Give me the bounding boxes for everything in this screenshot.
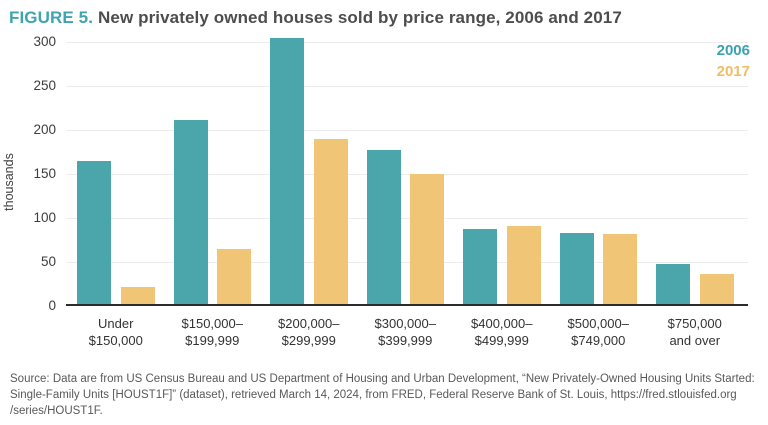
bar-2017-500000 <box>603 233 637 304</box>
bar-2017-200000 <box>313 139 348 304</box>
legend-entry-2006: 2006 <box>716 42 750 59</box>
gridline-250 <box>66 86 748 87</box>
chart-title: FIGURE 5. New privately owned houses sold… <box>9 8 622 28</box>
title-text: New privately owned houses sold by price… <box>98 8 622 27</box>
x-label-1: Under $150,000 <box>88 316 143 348</box>
chart-legend: 2006 2017 <box>717 40 750 82</box>
bar-2017-750000 <box>699 274 734 304</box>
bar-2006-500000 <box>559 232 594 304</box>
bar-2006-400000 <box>463 229 497 304</box>
y-tick-200: 200 <box>33 122 56 137</box>
y-tick-250: 250 <box>33 78 56 93</box>
bar-2017-under <box>120 287 155 304</box>
gridline-150 <box>66 174 748 175</box>
y-tick-0: 0 <box>48 298 56 313</box>
source-line-3: /series/HOUST1F. <box>10 405 103 417</box>
y-tick-150: 150 <box>33 166 56 181</box>
source-line-2: Single-Family Units [HOUST1F]” (dataset)… <box>10 389 737 401</box>
gridline-200 <box>66 130 748 131</box>
x-label-3: $200,000– $299,999 <box>278 316 340 348</box>
x-label-2: $150,000– $199,999 <box>181 316 243 348</box>
bar-2006-300000 <box>366 150 401 304</box>
source-note: Source: Data are from US Census Bureau a… <box>10 371 762 419</box>
plot-area <box>66 38 748 306</box>
bar-2017-300000 <box>410 173 444 304</box>
bar-2006-200000 <box>270 38 304 304</box>
source-line-1: Source: Data are from US Census Bureau a… <box>10 373 755 385</box>
y-tick-100: 100 <box>33 210 56 225</box>
x-label-6: $500,000– $749,000 <box>567 316 629 348</box>
y-tick-50: 50 <box>40 254 56 269</box>
x-label-7: $750,000 and over <box>667 316 722 348</box>
bar-2017-150000 <box>217 248 251 304</box>
bar-2006-150000 <box>173 120 208 304</box>
x-label-4: $300,000– $399,999 <box>374 316 436 348</box>
x-label-5: $400,000– $499,999 <box>471 316 533 348</box>
gridline-100 <box>66 218 748 219</box>
gridline-300 <box>66 42 748 43</box>
bar-2017-400000 <box>506 225 541 304</box>
bar-2006-750000 <box>656 264 690 304</box>
bar-2006-under <box>77 160 111 304</box>
figure-label: FIGURE 5. <box>9 8 94 27</box>
legend-entry-2017: 2017 <box>716 63 750 80</box>
y-tick-300: 300 <box>33 34 56 49</box>
gridline-50 <box>66 262 748 263</box>
